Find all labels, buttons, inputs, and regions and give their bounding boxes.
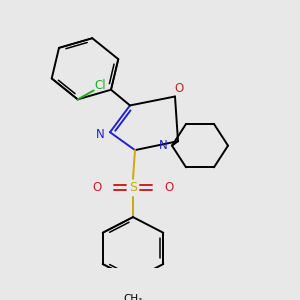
Text: O: O (92, 181, 102, 194)
Text: Cl: Cl (94, 80, 106, 92)
Text: S: S (129, 181, 137, 194)
Text: N: N (159, 139, 167, 152)
Text: N: N (96, 128, 104, 140)
Text: O: O (164, 181, 174, 194)
Text: CH₃: CH₃ (123, 294, 142, 300)
Text: O: O (174, 82, 184, 95)
